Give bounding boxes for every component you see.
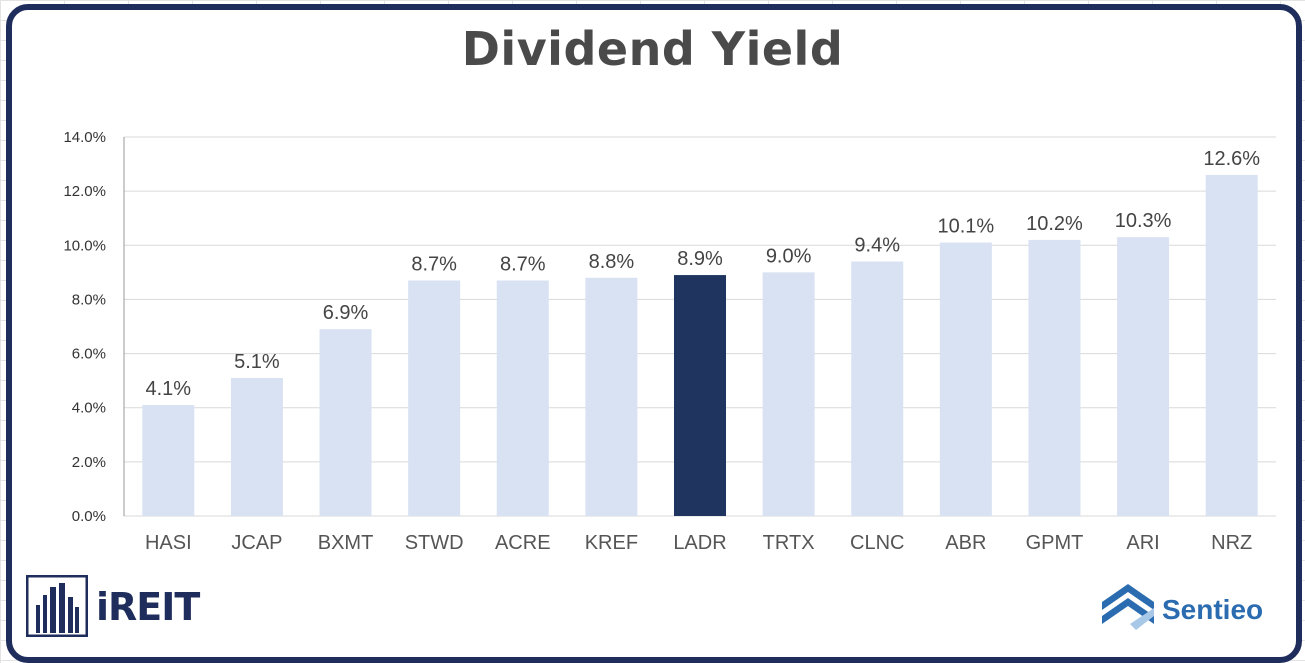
category-label-stwd: STWD (405, 532, 464, 554)
y-tick-label: 4.0% (72, 400, 106, 417)
category-label-ari: ARI (1126, 532, 1159, 554)
category-label-acre: ACRE (495, 532, 551, 554)
sentieo-logo-text: Sentieo (1162, 594, 1264, 625)
bar-acre (496, 280, 549, 516)
data-label-abr: 10.1% (937, 216, 994, 238)
data-label-clnc: 9.4% (854, 235, 900, 257)
y-tick-label: 0.0% (72, 508, 106, 525)
category-label-hasi: HASI (145, 532, 192, 554)
y-tick-label: 6.0% (72, 346, 106, 363)
category-label-abr: ABR (945, 532, 986, 554)
bar-hasi (142, 405, 195, 516)
category-label-clnc: CLNC (850, 532, 904, 554)
data-label-ari: 10.3% (1115, 210, 1172, 232)
bar-kref (585, 277, 638, 516)
data-label-bxmt: 6.9% (323, 302, 369, 324)
y-tick-label: 14.0% (63, 129, 106, 146)
y-tick-label: 10.0% (63, 237, 106, 254)
bar-gpmt (1028, 239, 1081, 516)
chart-title: Dividend Yield (461, 22, 844, 76)
bar-trtx (762, 272, 815, 516)
y-tick-label: 8.0% (72, 291, 106, 308)
data-label-hasi: 4.1% (146, 378, 192, 400)
bar-abr (939, 242, 992, 517)
category-label-bxmt: BXMT (318, 532, 374, 554)
data-label-acre: 8.7% (500, 253, 546, 275)
sentieo-chevron-icon (1102, 584, 1154, 630)
category-label-gpmt: GPMT (1026, 532, 1084, 554)
data-label-gpmt: 10.2% (1026, 213, 1083, 235)
data-label-nrz: 12.6% (1203, 148, 1260, 170)
building-icon (25, 574, 89, 638)
category-labels: HASI JCAP BXMT STWD ACRE KREF LADR TRTX CLNC ABR G… (145, 532, 1252, 554)
bar-bxmt (319, 329, 372, 516)
data-label-trtx: 9.0% (766, 245, 812, 267)
ireit-logo: iREIT (25, 574, 200, 641)
y-tick-label: 12.0% (63, 183, 106, 200)
bar-clnc (851, 261, 904, 516)
chart-frame (6, 4, 1302, 663)
category-label-nrz: NRZ (1211, 532, 1252, 554)
data-label-ladr: 8.9% (677, 248, 723, 270)
data-labels: 4.1% 5.1% 6.9% 8.7% 8.7% 8.8% 8.9% 9.0% 9.4% 10.1… (146, 148, 1261, 400)
category-label-jcap: JCAP (231, 532, 282, 554)
category-label-kref: KREF (585, 532, 638, 554)
y-tick-label: 2.0% (72, 454, 106, 471)
data-label-stwd: 8.7% (411, 253, 457, 275)
category-label-ladr: LADR (673, 532, 726, 554)
bar-jcap (230, 377, 283, 516)
sentieo-logo: Sentieo (1100, 580, 1290, 640)
data-label-jcap: 5.1% (234, 351, 280, 373)
bars (142, 174, 1258, 517)
category-label-trtx: TRTX (763, 532, 815, 554)
ireit-logo-text: iREIT (96, 585, 200, 629)
bar-nrz (1205, 174, 1258, 516)
bar-ari (1117, 237, 1170, 516)
data-label-kref: 8.8% (589, 251, 635, 273)
bar-ladr (674, 275, 726, 516)
y-axis: 0.0% 2.0% 4.0% 6.0% 8.0% 10.0% 12.0% 14.0% (63, 129, 125, 525)
bar-stwd (408, 280, 461, 516)
